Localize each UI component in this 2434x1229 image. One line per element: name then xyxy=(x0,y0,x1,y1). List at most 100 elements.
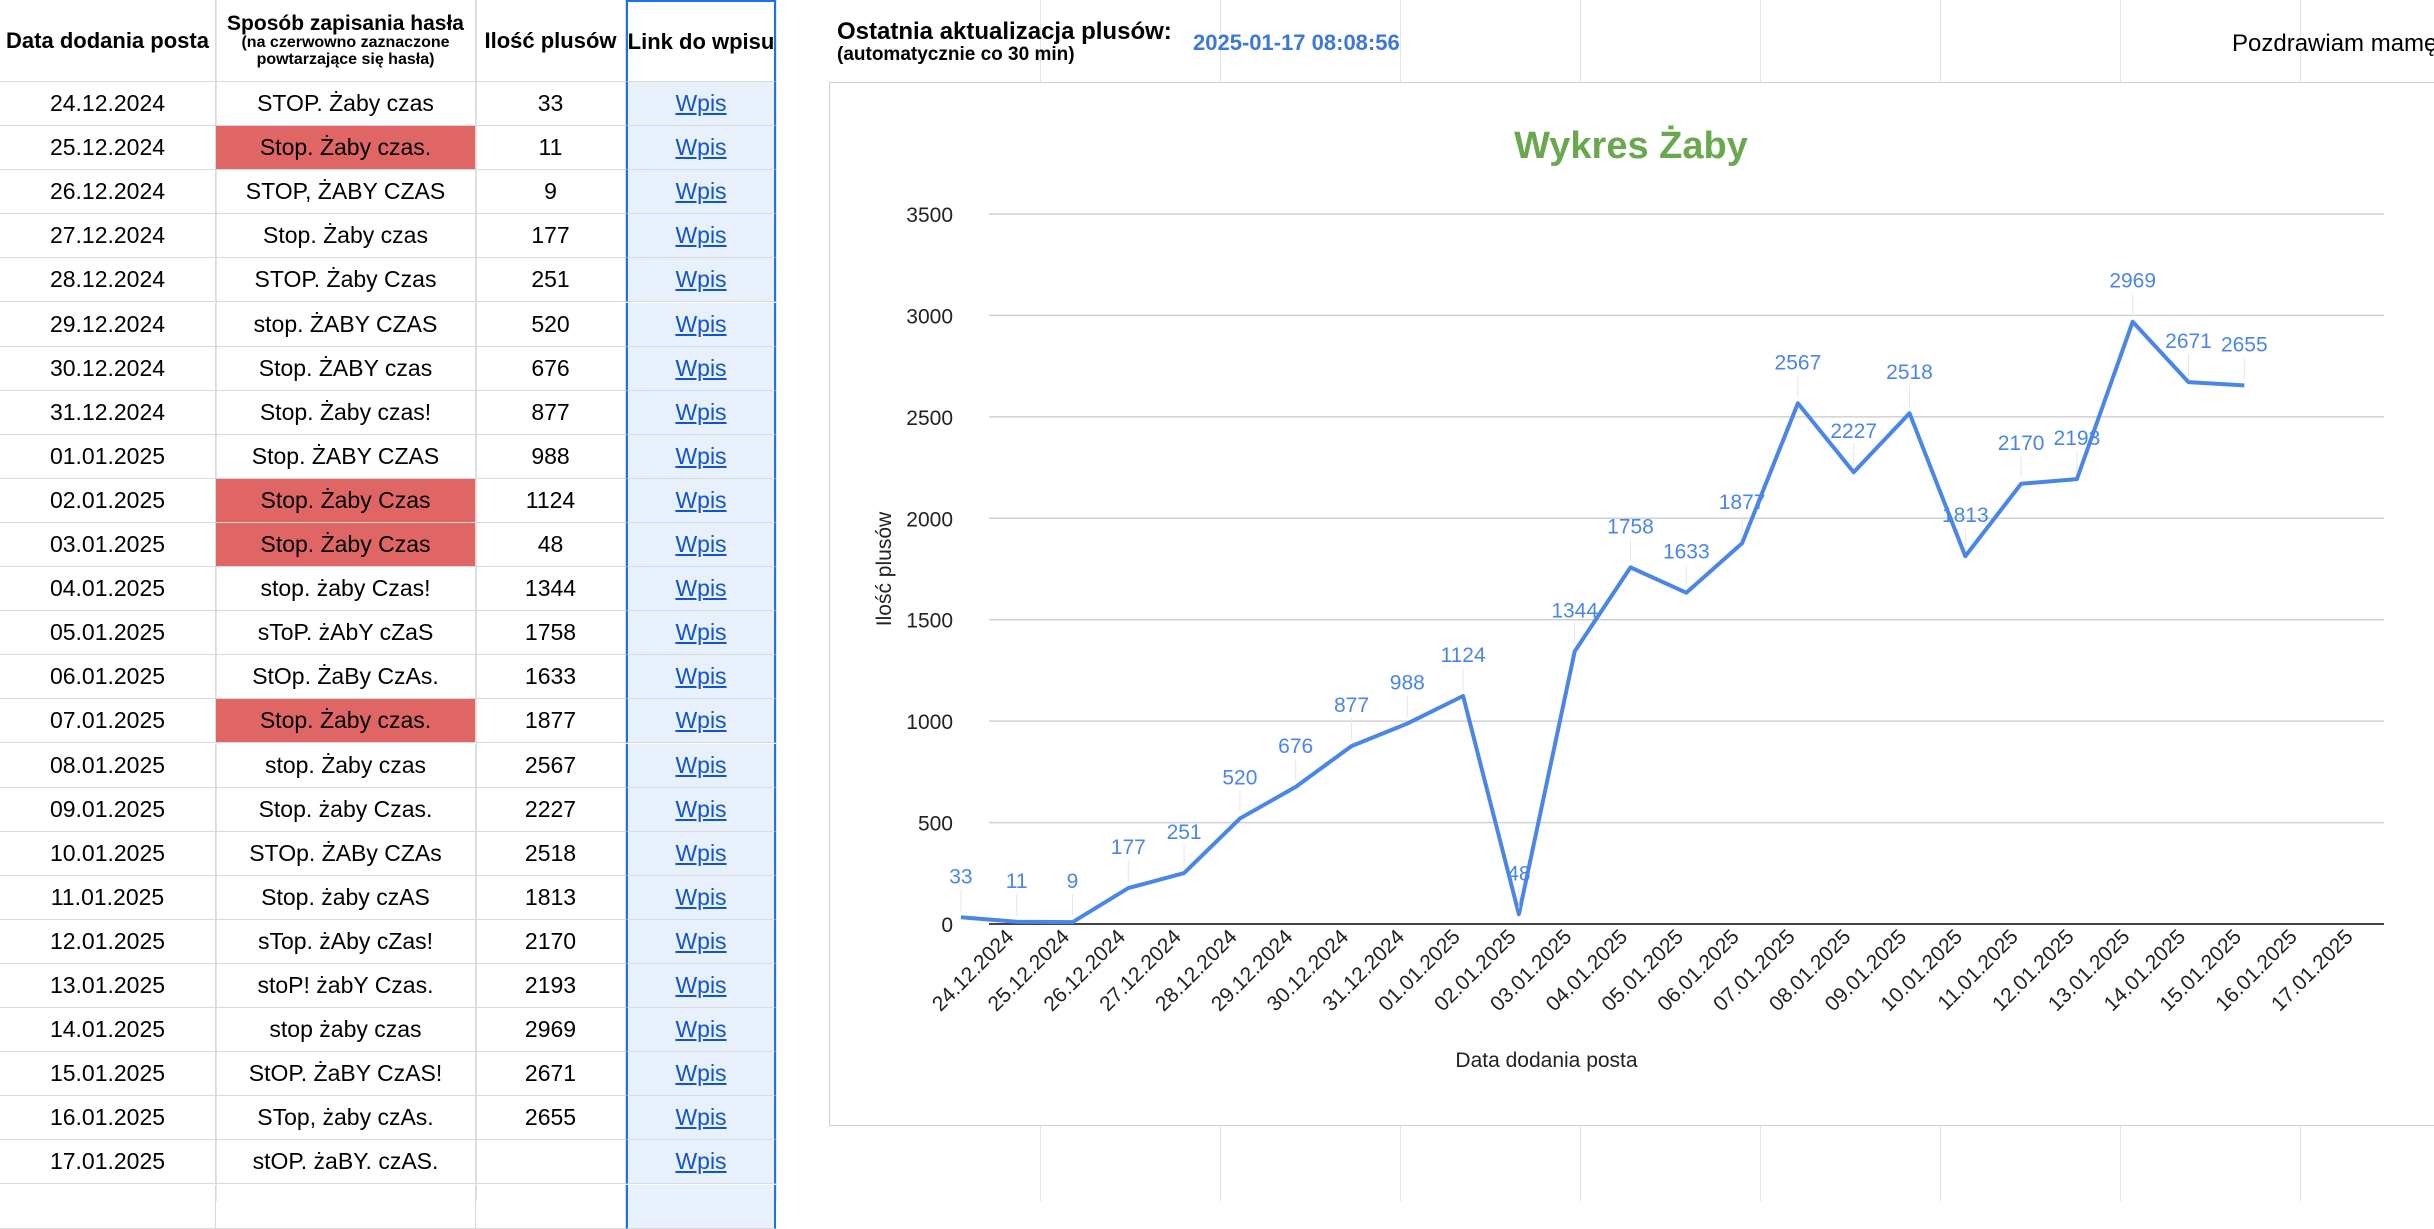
wpis-link[interactable]: Wpis xyxy=(675,575,727,602)
wpis-link[interactable]: Wpis xyxy=(675,222,727,249)
cell-plus[interactable]: 520 xyxy=(476,302,626,347)
cell-link[interactable]: Wpis xyxy=(626,831,776,876)
cell-password[interactable]: Stop. Żaby Czas xyxy=(216,478,476,523)
cell-date[interactable]: 26.12.2024 xyxy=(0,170,216,215)
cell-plus[interactable]: 2655 xyxy=(476,1096,626,1141)
cell-password[interactable]: StOp. ŻaBy CzAs. xyxy=(216,655,476,700)
cell-link[interactable]: Wpis xyxy=(626,919,776,964)
cell-password[interactable]: STop, żaby czAs. xyxy=(216,1096,476,1141)
cell-plus[interactable]: 676 xyxy=(476,346,626,391)
wpis-link[interactable]: Wpis xyxy=(675,442,727,469)
cell-date[interactable]: 09.01.2025 xyxy=(0,787,216,832)
cell-plus[interactable]: 2671 xyxy=(476,1052,626,1097)
cell-password[interactable]: stOP. żaBY. czAS. xyxy=(216,1140,476,1185)
cell-link[interactable]: Wpis xyxy=(626,214,776,259)
empty-cell[interactable] xyxy=(0,1184,216,1229)
cell-link[interactable]: Wpis xyxy=(626,1140,776,1185)
cell-date[interactable]: 25.12.2024 xyxy=(0,126,216,171)
cell-plus[interactable]: 1877 xyxy=(476,699,626,744)
cell-plus[interactable]: 988 xyxy=(476,434,626,479)
cell-plus[interactable]: 1758 xyxy=(476,611,626,656)
cell-plus[interactable]: 33 xyxy=(476,82,626,127)
wpis-link[interactable]: Wpis xyxy=(675,398,727,425)
wpis-link[interactable]: Wpis xyxy=(675,972,727,999)
cell-date[interactable]: 06.01.2025 xyxy=(0,655,216,700)
wpis-link[interactable]: Wpis xyxy=(675,707,727,734)
cell-plus[interactable]: 2567 xyxy=(476,743,626,788)
cell-date[interactable]: 27.12.2024 xyxy=(0,214,216,259)
cell-password[interactable]: Stop. ŻABY CZAS xyxy=(216,434,476,479)
cell-password[interactable]: Stop. Żaby czas! xyxy=(216,390,476,435)
wpis-link[interactable]: Wpis xyxy=(675,619,727,646)
wpis-link[interactable]: Wpis xyxy=(675,134,727,161)
empty-cell[interactable] xyxy=(626,1184,776,1229)
wpis-link[interactable]: Wpis xyxy=(675,1104,727,1131)
wpis-link[interactable]: Wpis xyxy=(675,839,727,866)
cell-date[interactable]: 30.12.2024 xyxy=(0,346,216,391)
cell-plus[interactable]: 1344 xyxy=(476,567,626,612)
chart-frame[interactable] xyxy=(829,82,2434,1126)
cell-date[interactable]: 04.01.2025 xyxy=(0,567,216,612)
cell-password[interactable]: Stop. Żaby czas. xyxy=(216,126,476,171)
cell-link[interactable]: Wpis xyxy=(626,523,776,568)
cell-link[interactable]: Wpis xyxy=(626,964,776,1009)
wpis-link[interactable]: Wpis xyxy=(675,795,727,822)
wpis-link[interactable]: Wpis xyxy=(675,1148,727,1175)
cell-link[interactable]: Wpis xyxy=(626,787,776,832)
cell-password[interactable]: Stop. Żaby Czas xyxy=(216,523,476,568)
cell-plus[interactable]: 1633 xyxy=(476,655,626,700)
wpis-link[interactable]: Wpis xyxy=(675,178,727,205)
cell-date[interactable]: 07.01.2025 xyxy=(0,699,216,744)
cell-password[interactable]: STOp. ŻABy CZAs xyxy=(216,831,476,876)
cell-link[interactable]: Wpis xyxy=(626,743,776,788)
cell-password[interactable]: Stop. żaby czAS xyxy=(216,875,476,920)
cell-link[interactable]: Wpis xyxy=(626,170,776,215)
cell-plus[interactable]: 877 xyxy=(476,390,626,435)
cell-link[interactable]: Wpis xyxy=(626,1052,776,1097)
cell-plus[interactable]: 251 xyxy=(476,258,626,303)
cell-password[interactable]: STOP. Żaby Czas xyxy=(216,258,476,303)
wpis-link[interactable]: Wpis xyxy=(675,663,727,690)
cell-date[interactable]: 29.12.2024 xyxy=(0,302,216,347)
cell-link[interactable]: Wpis xyxy=(626,655,776,700)
wpis-link[interactable]: Wpis xyxy=(675,486,727,513)
wpis-link[interactable]: Wpis xyxy=(675,531,727,558)
cell-date[interactable]: 02.01.2025 xyxy=(0,478,216,523)
cell-password[interactable]: Stop. Żaby czas. xyxy=(216,699,476,744)
cell-plus[interactable]: 2170 xyxy=(476,919,626,964)
cell-plus[interactable]: 1813 xyxy=(476,875,626,920)
cell-date[interactable]: 16.01.2025 xyxy=(0,1096,216,1141)
cell-plus[interactable]: 2518 xyxy=(476,831,626,876)
cell-date[interactable]: 08.01.2025 xyxy=(0,743,216,788)
cell-password[interactable]: stop. Żaby czas xyxy=(216,743,476,788)
cell-password[interactable]: Stop. ŻABY czas xyxy=(216,346,476,391)
cell-password[interactable]: Stop. Żaby czas xyxy=(216,214,476,259)
cell-password[interactable]: stoP! żabY Czas. xyxy=(216,964,476,1009)
cell-link[interactable]: Wpis xyxy=(626,126,776,171)
wpis-link[interactable]: Wpis xyxy=(675,354,727,381)
cell-link[interactable]: Wpis xyxy=(626,302,776,347)
header-link[interactable]: Link do wpisu xyxy=(626,0,776,82)
wpis-link[interactable]: Wpis xyxy=(675,1060,727,1087)
cell-date[interactable]: 14.01.2025 xyxy=(0,1008,216,1053)
cell-password[interactable]: STOP, ŻABY CZAS xyxy=(216,170,476,215)
cell-plus[interactable] xyxy=(476,1140,626,1185)
cell-plus[interactable]: 2969 xyxy=(476,1008,626,1053)
cell-link[interactable]: Wpis xyxy=(626,258,776,303)
cell-plus[interactable]: 1124 xyxy=(476,478,626,523)
wpis-link[interactable]: Wpis xyxy=(675,883,727,910)
cell-date[interactable]: 31.12.2024 xyxy=(0,390,216,435)
wpis-link[interactable]: Wpis xyxy=(675,310,727,337)
cell-password[interactable]: STOP. Żaby czas xyxy=(216,82,476,127)
cell-password[interactable]: stop. ŻABY CZAS xyxy=(216,302,476,347)
header-method[interactable]: Sposób zapisania hasła (na czerwowno zazn… xyxy=(216,0,476,82)
cell-link[interactable]: Wpis xyxy=(626,1008,776,1053)
cell-link[interactable]: Wpis xyxy=(626,346,776,391)
wpis-link[interactable]: Wpis xyxy=(675,1016,727,1043)
cell-date[interactable]: 03.01.2025 xyxy=(0,523,216,568)
wpis-link[interactable]: Wpis xyxy=(675,751,727,778)
header-plus[interactable]: Ilość plusów xyxy=(476,0,626,82)
cell-link[interactable]: Wpis xyxy=(626,1096,776,1141)
cell-link[interactable]: Wpis xyxy=(626,82,776,127)
cell-password[interactable]: Stop. żaby Czas. xyxy=(216,787,476,832)
